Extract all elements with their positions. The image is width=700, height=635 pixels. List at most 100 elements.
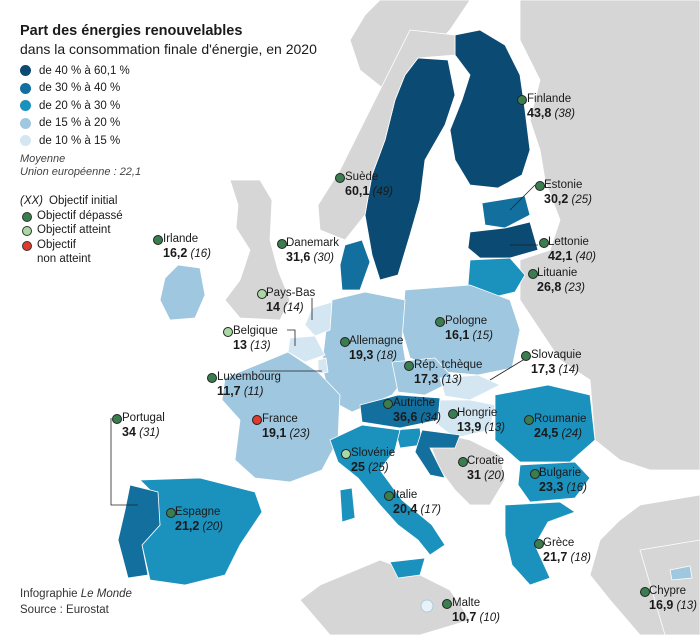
exceeded-text: Objectif dépassé: [37, 209, 123, 222]
country-luxembourg[interactable]: [317, 357, 329, 375]
not-met-dot: [21, 240, 32, 251]
country-name: Allemagne: [349, 335, 404, 347]
country-objective: (20): [202, 521, 223, 533]
country-chypre[interactable]: [669, 565, 693, 581]
country-value: 19,1: [262, 426, 287, 440]
country-value: 25: [351, 460, 365, 474]
label-espagne: Espagne 21,2 (20): [175, 505, 223, 534]
label-lettonie: Lettonie 42,1 (40): [548, 235, 596, 264]
legend-label: de 15 % à 20 %: [39, 117, 121, 130]
legend-item: de 30 % à 40 %: [20, 80, 130, 98]
label-france: France 19,1 (23): [262, 412, 310, 441]
country-roumanie[interactable]: [494, 384, 596, 463]
country-objective: (16): [566, 482, 587, 494]
country-value-line: 43,8 (38): [527, 106, 575, 120]
country-objective: (16): [190, 248, 211, 260]
country-name: Italie: [393, 489, 418, 501]
country-france[interactable]: [221, 351, 341, 483]
not-met-text: Objectif non atteint: [37, 238, 91, 267]
label-allemagne: Allemagne 19,3 (18): [349, 334, 403, 363]
country-value-line: 11,7 (11): [217, 384, 264, 398]
status-dot-grece: [534, 539, 544, 549]
status-dot-luxembourg: [207, 373, 217, 383]
country-portugal[interactable]: [117, 484, 161, 579]
label-estonie: Estonie 30,2 (25): [544, 178, 592, 207]
country-name: Portugal: [122, 412, 165, 424]
legend-item: de 10 % à 15 %: [20, 132, 130, 150]
country-name: France: [262, 413, 298, 425]
status-dot-slovaquie: [521, 351, 531, 361]
country-irlande[interactable]: [159, 264, 206, 321]
status-dot-france: [252, 415, 262, 425]
country-value: 13: [233, 338, 247, 352]
country-malte[interactable]: [420, 599, 434, 613]
country-grece[interactable]: [504, 501, 576, 586]
country-danemark[interactable]: [339, 239, 371, 291]
credit: Infographie Le Monde Source : Eurostat: [20, 586, 132, 618]
credit-prefix: Infographie: [20, 588, 81, 600]
label-danemark: Danemark 31,6 (30): [286, 236, 339, 265]
country-belgique[interactable]: [287, 335, 326, 363]
country-objective: (10): [479, 612, 500, 624]
country-value: 16,9: [649, 598, 674, 612]
label-pologne: Pologne 16,1 (15): [445, 314, 493, 343]
country-slovaquie[interactable]: [439, 374, 501, 401]
status-dot-lettonie: [539, 238, 549, 248]
country-value: 17,3: [414, 372, 439, 386]
country-value-line: 23,3 (16): [539, 480, 587, 494]
label-italie: Italie 20,4 (17): [393, 488, 441, 517]
country-objective: (13): [250, 340, 271, 352]
country-value-line: 16,2 (16): [163, 246, 211, 260]
country-name: Slovénie: [351, 447, 396, 459]
country-value: 23,3: [539, 480, 564, 494]
label-irlande: Irlande 16,2 (16): [163, 232, 211, 261]
country-name: Pays-Bas: [266, 287, 316, 299]
status-dot-espagne: [166, 508, 176, 518]
met-text: Objectif atteint: [37, 224, 111, 236]
status-dot-italie: [384, 491, 394, 501]
country-value: 14: [266, 300, 280, 314]
legend-swatch: [20, 117, 31, 129]
legend-swatch: [20, 135, 31, 147]
country-value: 11,7: [217, 384, 241, 398]
status-dot-finlande: [517, 95, 527, 105]
status-dot-autriche: [383, 399, 393, 409]
country-lettonie[interactable]: [467, 221, 539, 259]
country-objective: (11): [243, 386, 264, 398]
country-estonie[interactable]: [481, 195, 531, 229]
country-name: Chypre: [649, 585, 687, 597]
label-malte: Malte 10,7 (10): [452, 596, 500, 625]
country-objective: (13): [676, 600, 697, 612]
country-name: Danemark: [286, 237, 340, 249]
country-objective: (23): [564, 282, 585, 294]
country-name: Espagne: [175, 506, 221, 518]
country-croatie[interactable]: [414, 429, 461, 479]
country-pologne[interactable]: [401, 284, 521, 376]
label-bulgarie: Bulgarie 23,3 (16): [539, 466, 587, 495]
country-value-line: 19,3 (18): [349, 348, 397, 362]
country-value-line: 24,5 (24): [534, 426, 582, 440]
country-italie-sardaigne[interactable]: [339, 487, 356, 523]
legend-item: de 40 % à 60,1 %: [20, 62, 130, 80]
label-belgique: Belgique 13 (13): [233, 324, 278, 353]
country-objective: (38): [554, 108, 575, 120]
country-value: 34: [122, 425, 136, 439]
exceeded-dot: [21, 211, 32, 222]
country-name: Finlande: [527, 93, 572, 105]
country-value: 36,6: [393, 410, 418, 424]
country-value: 26,8: [537, 280, 562, 294]
country-objective: (17): [420, 504, 441, 516]
not-met-line2: non atteint: [37, 253, 91, 265]
status-dot-danemark: [277, 239, 287, 249]
label-luxembourg: Luxembourg 11,7 (11): [217, 370, 281, 399]
status-dot-malte: [442, 599, 452, 609]
country-finlande[interactable]: [449, 29, 531, 189]
legend-label: de 10 % à 15 %: [39, 134, 121, 147]
country-italie-sicile[interactable]: [389, 557, 426, 579]
map-subtitle: dans la consommation finale d'énergie, e…: [20, 41, 317, 57]
not-met-line1: Objectif: [37, 238, 76, 251]
country-objective: (25): [368, 462, 389, 474]
country-suede[interactable]: [364, 57, 456, 281]
country-value: 31: [467, 468, 481, 482]
country-italie[interactable]: [329, 424, 446, 556]
